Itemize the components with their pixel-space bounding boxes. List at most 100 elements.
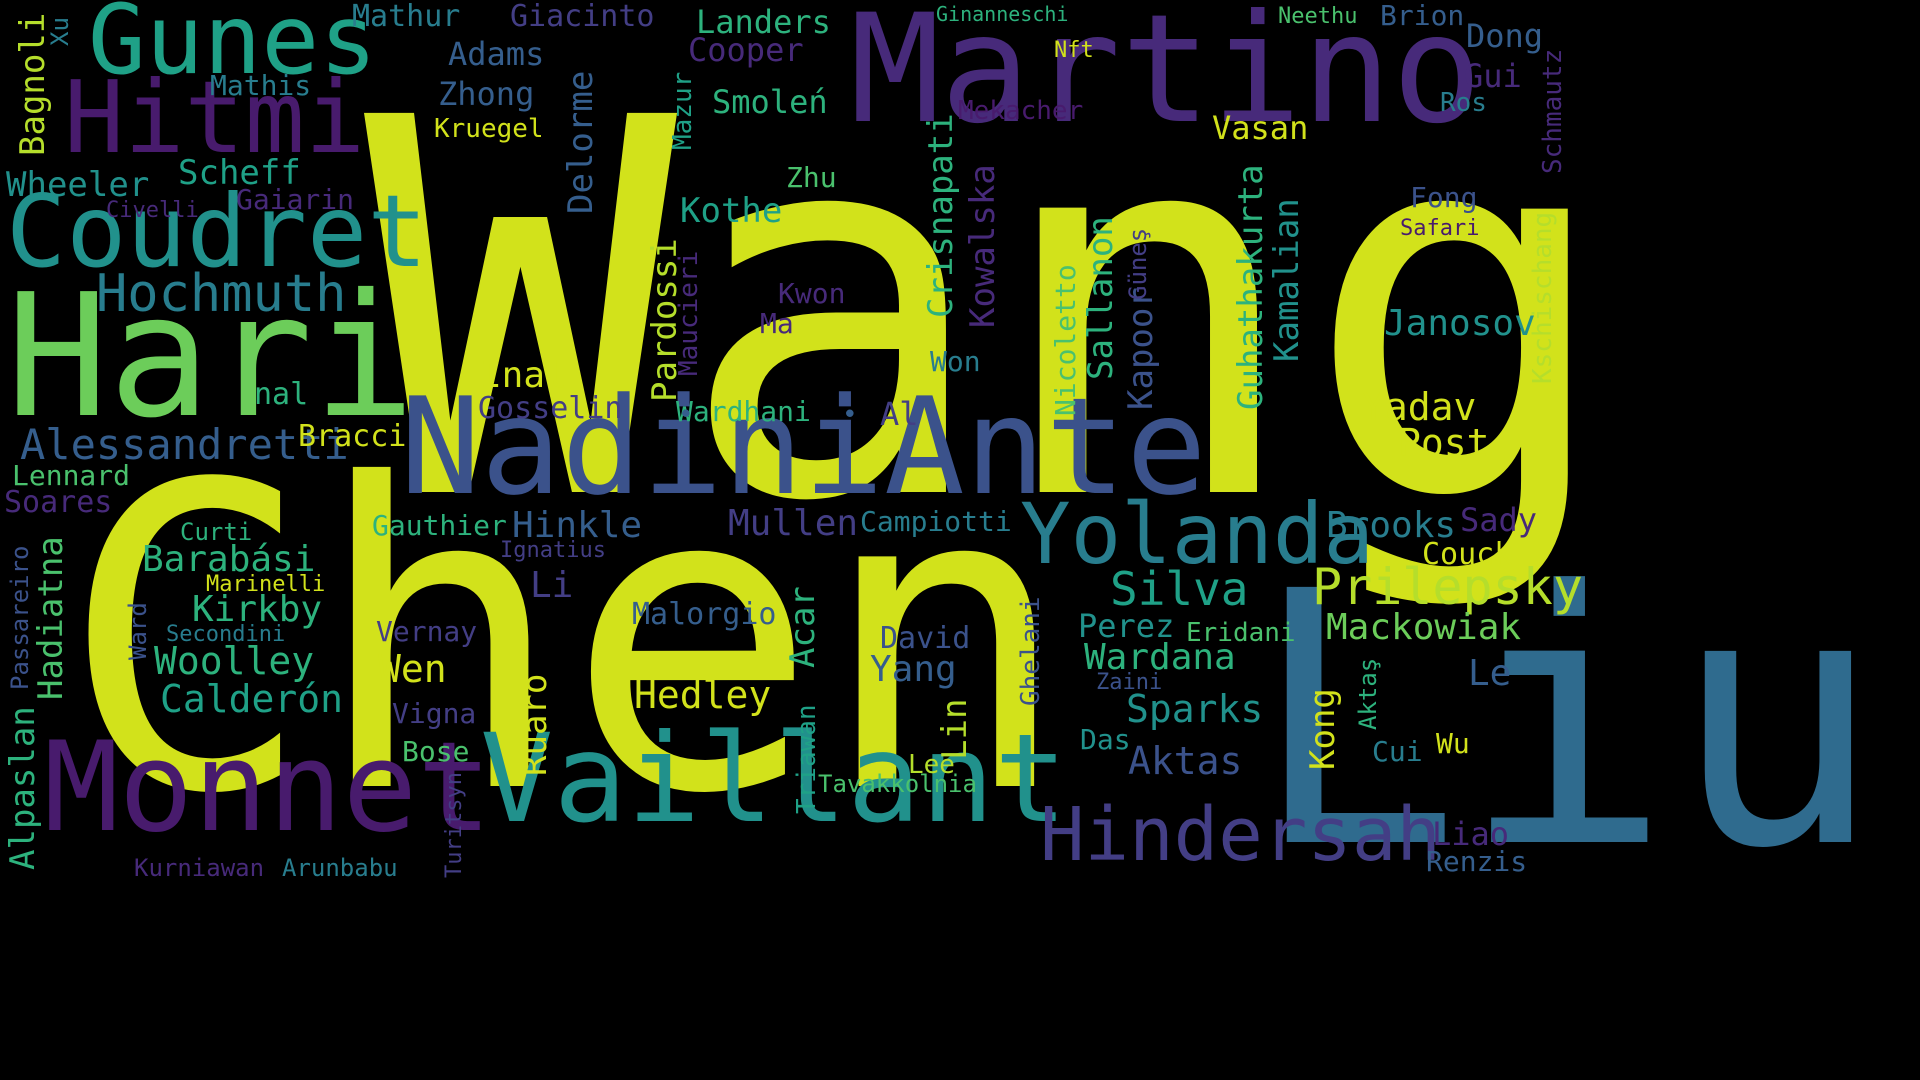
word-mathur: Mathur xyxy=(352,0,461,34)
word-wardhani: Wardhani xyxy=(676,395,811,428)
word-ward: Ward xyxy=(124,602,152,660)
word-smolen: Smoleń xyxy=(712,83,828,121)
word-das: Das xyxy=(1080,723,1131,756)
word-turitsyn: Turitsyn xyxy=(442,772,467,878)
word-nicoletto: Nicoletto xyxy=(1049,264,1082,416)
word-nft: Nft xyxy=(1054,38,1094,63)
word-ignatius: Ignatius xyxy=(500,538,606,563)
word-marinelli: Marinelli xyxy=(206,572,326,597)
word-hari: Hari xyxy=(6,258,416,456)
word-coudret: Coudret xyxy=(6,173,428,290)
word-woolley: Woolley xyxy=(154,639,315,683)
word-campiotti: Campiotti xyxy=(860,505,1012,538)
word-sady: Sady xyxy=(1460,501,1538,539)
word-tavakkolnia: Tavakkolnia xyxy=(818,770,977,798)
word-martino: Martino xyxy=(850,0,1483,157)
word-hochmuth: Hochmuth xyxy=(96,264,347,324)
word-dong: Dong xyxy=(1466,17,1544,55)
word-sparks: Sparks xyxy=(1126,687,1264,731)
word-gui: Gui xyxy=(1464,57,1522,95)
word-liu: Liu xyxy=(1250,517,1883,925)
word-fong: Fong xyxy=(1410,181,1478,214)
word-sallanon: Sallanon xyxy=(1081,216,1121,380)
word-wen: Wen xyxy=(378,647,447,691)
word-ma: Ma xyxy=(760,307,794,340)
word-wu: Wu xyxy=(1436,727,1470,760)
word-hinkle: Hinkle xyxy=(512,505,643,546)
word-aktas-alt: Aktaş xyxy=(1354,657,1382,730)
word-aktas: Aktas xyxy=(1128,739,1243,783)
dot-marker: • xyxy=(678,400,694,430)
word-maucieri: Maucieri xyxy=(674,250,704,376)
word-janosov: Janosov xyxy=(1384,303,1536,344)
word-barabasi: Barabási xyxy=(142,539,316,580)
word-monnet: Monnet xyxy=(44,716,492,860)
word-couck: Couck xyxy=(1422,537,1513,572)
word-soares: Soares xyxy=(4,485,113,520)
word-lennard: Lennard xyxy=(12,459,131,492)
word-hedley: Hedley xyxy=(634,673,772,717)
word-brion: Brion xyxy=(1380,0,1465,32)
word-gosselin: Gosselin xyxy=(478,391,623,426)
word-wang: Wang xyxy=(364,9,1617,615)
word-kurniawan: Kurniawan xyxy=(134,854,265,882)
word-kirkby: Kirkby xyxy=(192,589,323,630)
word-kowalska: Kowalska xyxy=(963,164,1003,328)
word-safari: Safari xyxy=(1400,216,1480,241)
word-wardana: Wardana xyxy=(1084,637,1236,678)
word-hitmi: Hitmi xyxy=(64,59,366,176)
word-arunbabu: Arunbabu xyxy=(282,854,398,882)
word-gunes-alt: Güneş xyxy=(1124,227,1152,300)
word-neethu: Neethu xyxy=(1278,4,1358,29)
word-won: Won xyxy=(930,345,981,378)
word-bracci: Bracci xyxy=(298,419,407,454)
word-post: Post xyxy=(1398,421,1490,465)
word-xu: Xu xyxy=(46,17,74,46)
word-yolanda: Yolanda xyxy=(1020,485,1375,583)
word-landers: Landers xyxy=(696,3,831,41)
word-delorme: Delorme xyxy=(561,70,601,214)
word-mekacher: Mekacher xyxy=(958,96,1084,126)
word-calderon: Calderón xyxy=(160,677,344,721)
word-ginanneschi: Ginanneschi xyxy=(936,2,1069,26)
word-civelli: Civelli xyxy=(106,198,199,223)
word-giacinto: Giacinto xyxy=(510,0,655,34)
word-yadav: Yadav xyxy=(1362,385,1477,429)
word-david: David xyxy=(880,621,971,656)
word-kamalian: Kamalian xyxy=(1267,198,1307,362)
word-cui: Cui xyxy=(1372,735,1423,768)
word-yang: Yang xyxy=(870,649,957,690)
word-vaillant: Vaillant xyxy=(480,708,1068,850)
word-malorgio: Ruaro xyxy=(515,673,555,776)
word-brooks: Brooks xyxy=(1326,505,1457,546)
word-kwon: Kwon xyxy=(778,277,846,310)
word-le: Le xyxy=(1468,653,1512,694)
word-ruaro: Malorgio xyxy=(632,597,777,632)
word-zaini: Zaini xyxy=(1096,670,1163,695)
word-vernay: Vernay xyxy=(376,615,478,648)
word-vigna: Vigna xyxy=(392,697,477,730)
word-nal: nal xyxy=(254,377,309,412)
word-ros: Ros xyxy=(1440,88,1487,118)
word-passareiro: Passareiro xyxy=(6,545,34,691)
word-li: Li xyxy=(530,565,574,606)
word-kschischang: Kschischang xyxy=(1528,211,1558,384)
word-eridani: Eridani xyxy=(1186,618,1296,648)
word-bose: Bose xyxy=(402,735,470,768)
word-vasan: Vasan xyxy=(1212,109,1309,147)
word-mackowiak: Mackowiak xyxy=(1326,607,1522,648)
word-hadiatna: Hadiatna xyxy=(31,536,71,700)
word-renzis: Renzis xyxy=(1426,845,1528,878)
word-curti: Curti xyxy=(180,518,253,546)
word-adams: Adams xyxy=(448,35,545,73)
word-kapoor: Kapoor xyxy=(1121,287,1161,410)
word-crisnapati: Crisnapati xyxy=(921,113,961,318)
word-alpaslan: Alpaslan xyxy=(3,706,43,870)
word-liao: Liao xyxy=(1432,815,1510,853)
word-nadiniante: NadiniAnte xyxy=(400,369,1207,525)
word-zhu: Zhu xyxy=(786,161,837,194)
word-gauthier: Gauthier xyxy=(372,509,507,542)
word-gaiarin: Gaiarin xyxy=(236,183,355,216)
word-kong: Kong xyxy=(1303,688,1343,770)
